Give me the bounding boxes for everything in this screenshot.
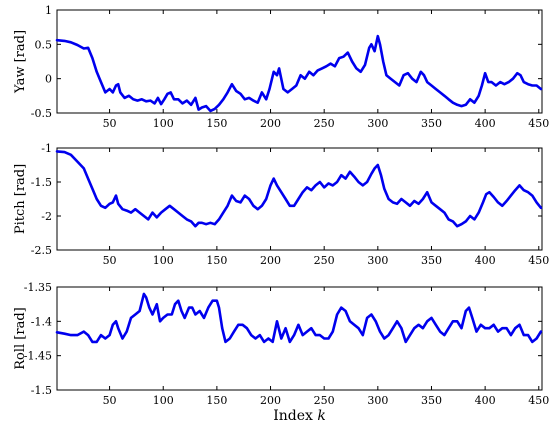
series-line [55,292,543,344]
y-tick-label: -0.5 [31,107,52,120]
y-tick-label: 1 [45,4,52,17]
x-tick-label: 250 [314,394,335,407]
y-tick-label: 0.5 [35,38,53,51]
x-tick-label: 200 [260,254,281,267]
y-tick-label: 0 [45,73,52,86]
y-tick-label: -2 [41,210,52,223]
x-tick-label: 50 [103,117,117,130]
x-tick-label: 300 [367,254,388,267]
x-tick-label: 150 [206,254,227,267]
x-tick-label: 350 [421,117,442,130]
y-tick-label: -1.5 [31,384,52,397]
x-tick-label: 450 [528,254,549,267]
x-tick-label: 300 [367,394,388,407]
x-tick-label: 350 [421,254,442,267]
y-tick-label: -1 [41,142,52,155]
x-tick-label: 450 [528,117,549,130]
x-axis-label-variable: k [317,408,325,424]
series-line [55,34,543,113]
y-tick-label: -1.45 [24,350,52,363]
x-tick-label: 100 [153,394,174,407]
x-tick-label: 100 [153,254,174,267]
plot-roll: 50 100 150 200 250 300 350 400 450 -1.35 -1.4 -1.45… [13,281,549,407]
x-tick-label: 350 [421,394,442,407]
x-axis-label: Index k [273,408,326,424]
series-line [55,150,543,228]
x-tick-label: 50 [103,254,117,267]
x-tick-label: 450 [528,394,549,407]
x-tick-label: 200 [260,117,281,130]
x-axis-title: Index k [273,408,326,424]
y-tick-label: -2.5 [31,244,52,257]
y-tick-label: -1.5 [31,176,52,189]
plot-pitch: 50 100 150 200 250 300 350 400 450 -1 -1.5 -2 -2.5Pi… [13,142,549,267]
x-tick-label: 200 [260,394,281,407]
y-tick-label: -1.4 [31,315,52,328]
y-tick-label: -1.35 [24,281,52,294]
x-tick-label: 250 [314,254,335,267]
x-tick-label: 50 [103,394,117,407]
axes-frame [56,286,543,391]
axes-frame [56,9,543,114]
x-tick-label: 150 [206,117,227,130]
x-tick-label: 400 [475,394,496,407]
y-axis-label: Roll [rad] [13,307,28,370]
x-tick-label: 400 [475,254,496,267]
x-tick-label: 100 [153,117,174,130]
y-axis-label: Yaw [rad] [13,30,28,94]
x-tick-label: 300 [367,117,388,130]
x-tick-label: 250 [314,117,335,130]
y-axis-label: Pitch [rad] [13,164,28,234]
x-tick-label: 150 [206,394,227,407]
x-tick-label: 400 [475,117,496,130]
